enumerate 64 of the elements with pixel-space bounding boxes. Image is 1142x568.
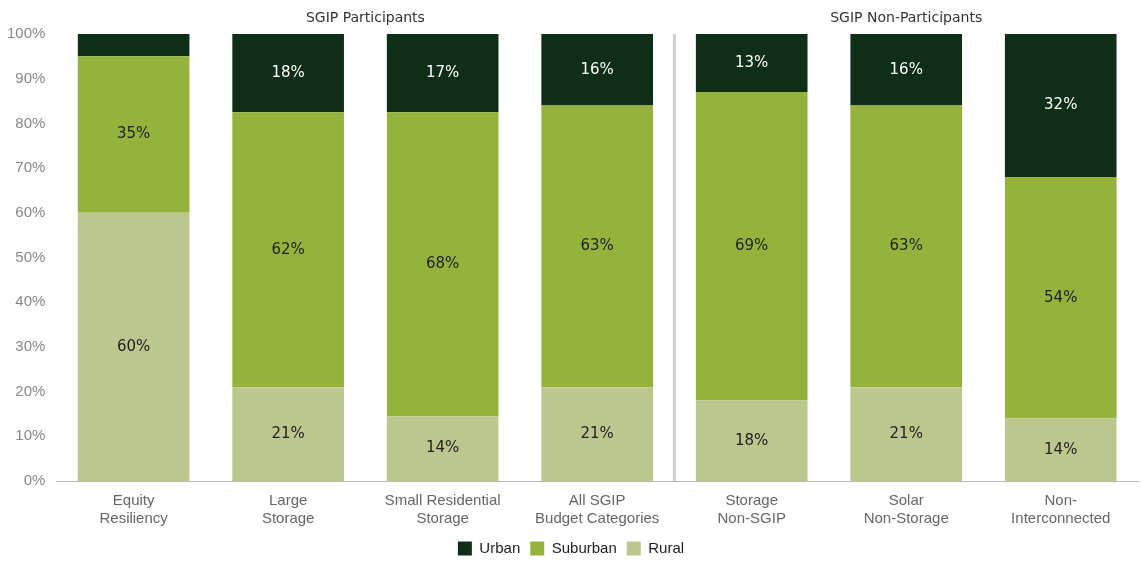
x-tick-label: Small Residential Storage <box>384 491 501 527</box>
x-tick-label: Non- Interconnected <box>1011 491 1111 527</box>
data-label: 21% <box>580 423 614 442</box>
legend-label: Urban <box>479 538 521 556</box>
y-tick-label: 40% <box>15 292 46 310</box>
bar <box>386 416 499 481</box>
bar <box>850 105 963 388</box>
data-label: 21% <box>271 423 305 442</box>
bar <box>1004 418 1117 481</box>
y-tick-label: 30% <box>15 337 46 355</box>
data-label: 69% <box>735 236 769 255</box>
bar <box>695 34 808 93</box>
bar <box>695 92 808 401</box>
bar <box>77 56 190 213</box>
bar <box>1004 177 1117 419</box>
text: SGIP Participants <box>305 8 425 25</box>
bar <box>695 400 808 481</box>
bar <box>77 34 190 57</box>
data-label: 62% <box>271 239 305 258</box>
bar <box>1004 34 1117 178</box>
x-tick-label: Storage Non-SGIP <box>717 491 786 527</box>
x-tick-label: Large Storage <box>261 491 315 527</box>
data-label: 16% <box>889 59 923 78</box>
data-label: 14% <box>1044 439 1078 458</box>
text: SGIP Non-Participants <box>830 8 983 25</box>
data-label: 18% <box>735 430 769 449</box>
bar <box>232 387 344 481</box>
bar <box>541 34 653 106</box>
bar <box>386 112 499 417</box>
data-label: 60% <box>116 336 151 355</box>
bar <box>850 387 963 481</box>
y-tick-label: 10% <box>15 426 46 444</box>
y-tick-label: 80% <box>15 113 46 131</box>
bar <box>541 105 653 388</box>
bar <box>232 34 344 113</box>
bar <box>386 34 499 113</box>
x-tick-label: Equity Resiliency <box>99 491 169 527</box>
bar <box>541 387 653 481</box>
bar <box>232 112 344 388</box>
data-label: 18% <box>271 63 305 81</box>
data-label: 54% <box>1044 287 1078 306</box>
data-label: 21% <box>889 423 923 442</box>
y-tick-label: 100% <box>6 24 46 42</box>
data-label: 68% <box>425 254 460 273</box>
bar <box>850 34 963 106</box>
data-label: 63% <box>889 236 923 255</box>
data-label: 13% <box>735 52 769 71</box>
data-label: 14% <box>425 438 460 457</box>
data-label: 63% <box>580 236 614 255</box>
y-tick-label: 50% <box>15 247 46 265</box>
y-tick-label: 0% <box>23 471 46 489</box>
y-tick-label: 70% <box>15 158 46 176</box>
data-label: 16% <box>580 59 614 78</box>
y-tick-label: 90% <box>15 68 46 86</box>
y-tick-label: 60% <box>15 202 46 220</box>
data-label: 17% <box>425 63 460 81</box>
bar <box>77 212 190 481</box>
legend-label: Suburban <box>551 538 617 556</box>
x-tick-label: All SGIP Budget Categories <box>535 491 660 527</box>
y-tick-label: 20% <box>15 381 46 399</box>
data-label: 35% <box>116 124 151 143</box>
data-label: 32% <box>1044 95 1078 114</box>
legend-label: Rural <box>648 538 685 556</box>
x-tick-label: Solar Non-Storage <box>863 491 949 527</box>
